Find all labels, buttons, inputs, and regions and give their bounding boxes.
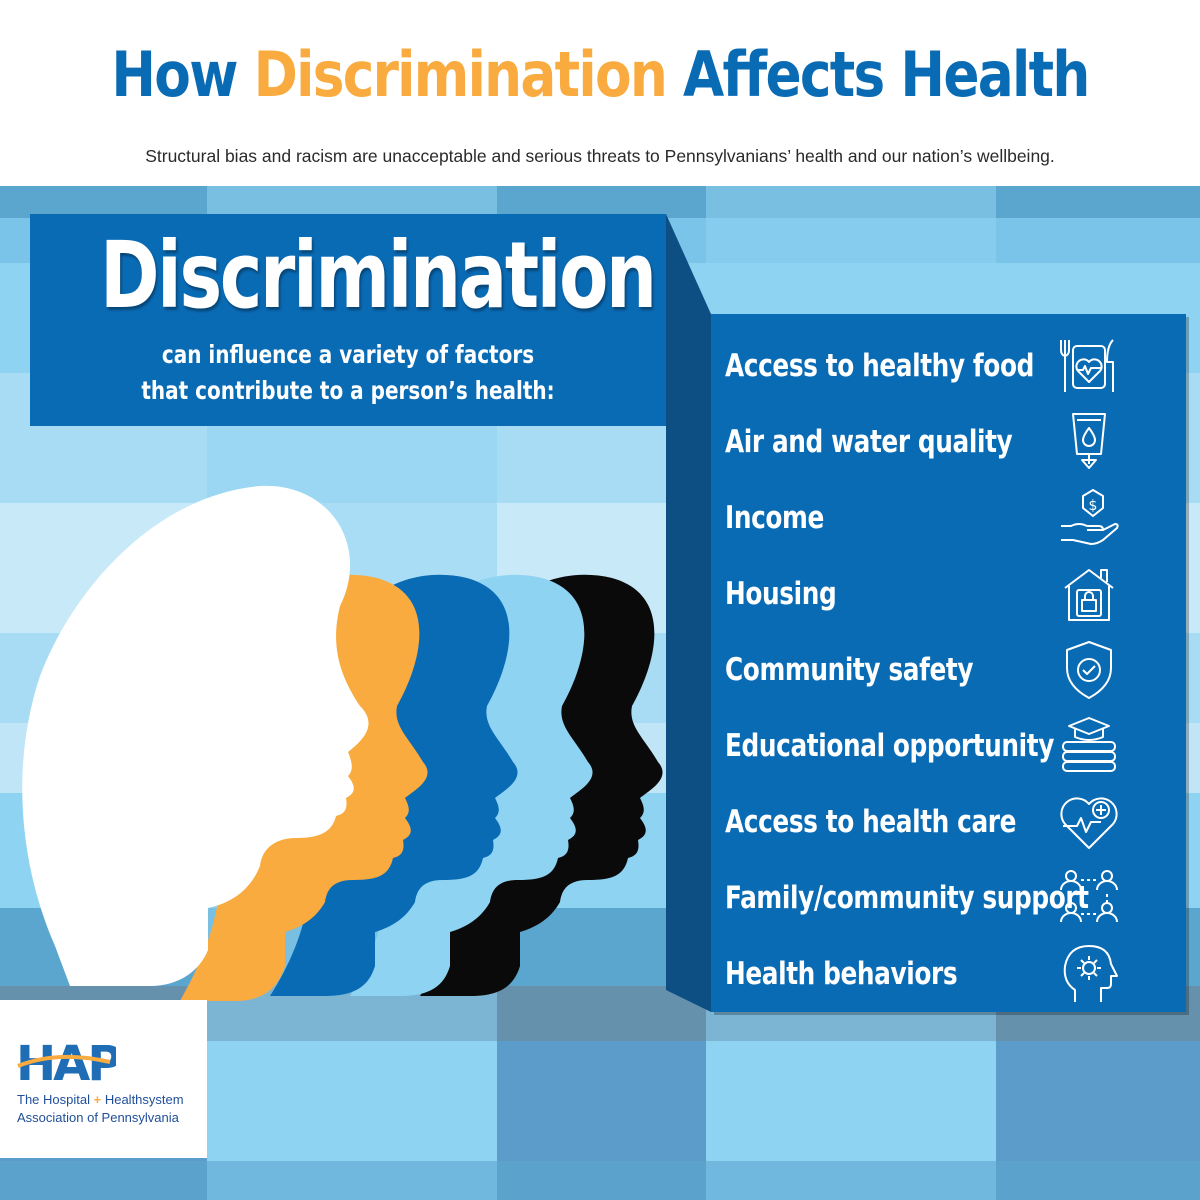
callout-subtext-line-2: that contribute to a person’s health: <box>141 376 555 405</box>
factor-item: Health behaviors <box>711 936 1186 1012</box>
factor-label: Air and water quality <box>725 424 1013 460</box>
factor-label: Family/community support <box>725 880 1089 916</box>
factor-item: Community safety <box>711 632 1186 708</box>
logo-line-1: The Hospital + Healthsystem <box>17 1092 184 1107</box>
factor-item: Air and water quality <box>711 404 1186 480</box>
logo-line-1-a: The Hospital <box>17 1092 90 1107</box>
logo-line-1-b: Healthsystem <box>104 1092 184 1107</box>
factors-panel: Access to healthy food Air and water qua… <box>711 314 1186 1012</box>
title-part-1: How <box>111 38 238 111</box>
svg-text:$: $ <box>1089 498 1098 514</box>
factor-item: Access to health care <box>711 784 1186 860</box>
head-gear-icon <box>1063 945 1118 1002</box>
head-white <box>22 485 369 986</box>
title-highlight: Discrimination <box>253 38 668 111</box>
callout-headline: Discrimination <box>99 222 657 329</box>
factor-label: Housing <box>725 576 837 612</box>
page-subtitle: Structural bias and racism are unaccepta… <box>145 146 1055 166</box>
page-title: How Discrimination Affects Health <box>84 38 1116 111</box>
housing-icon <box>1064 569 1114 621</box>
title-part-2: Affects Health <box>682 38 1090 111</box>
factor-label: Income <box>725 500 824 536</box>
factor-item: Income $ <box>711 480 1186 556</box>
water-quality-icon <box>1072 413 1106 469</box>
healthy-food-icon <box>1060 339 1114 392</box>
hap-logo-mark: HAP <box>16 1036 116 1086</box>
callout-subtext-line-1: can influence a variety of factors <box>161 340 535 369</box>
factor-label: Access to health care <box>725 804 1017 840</box>
discrimination-callout: Discrimination can influence a variety o… <box>30 214 666 426</box>
income-icon: $ <box>1061 489 1119 545</box>
books-icon <box>1062 717 1116 772</box>
people-network-icon <box>1060 870 1118 923</box>
factor-label: Community safety <box>725 652 974 688</box>
logo-line-2: Association of Pennsylvania <box>17 1110 179 1125</box>
heart-plus-icon <box>1060 797 1118 849</box>
factor-item: Housing <box>711 556 1186 632</box>
hap-logo: HAP The Hospital + Healthsystem Associat… <box>0 1000 207 1158</box>
factor-label: Health behaviors <box>725 956 958 992</box>
factor-item: Educational opportunity <box>711 708 1186 784</box>
factor-label: Access to healthy food <box>725 348 1034 384</box>
shield-check-icon <box>1066 641 1112 699</box>
factor-item: Family/community support <box>711 860 1186 936</box>
factor-label: Educational opportunity <box>725 728 1055 764</box>
logo-plus: + <box>93 1092 102 1107</box>
factor-item: Access to healthy food <box>711 328 1186 404</box>
